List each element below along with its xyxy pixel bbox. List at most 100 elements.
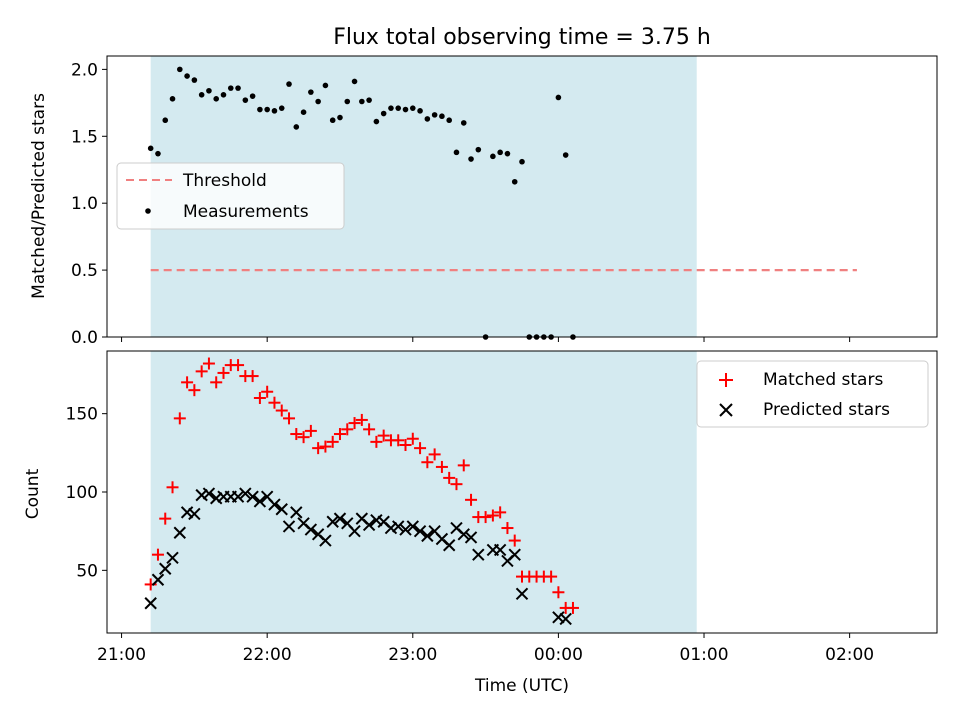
matched-star-point (377, 429, 390, 442)
legend-measurements-label: Measurements (183, 202, 309, 222)
measurement-point (315, 98, 321, 105)
matched-star-point (428, 448, 441, 461)
predicted-star-point (333, 512, 347, 525)
matched-star-point (297, 431, 310, 444)
top-panel: 0.00.51.01.52.0 Matched/Predicted stars … (29, 55, 938, 348)
predicted-star-point (370, 513, 383, 527)
predicted-star-point (304, 523, 318, 536)
matched-star-point (304, 424, 317, 437)
measurement-point (227, 85, 234, 91)
measurement-point (300, 109, 307, 115)
predicted-star-point (552, 611, 565, 624)
bottom-axes-frame (106, 350, 938, 634)
matched-star-point (486, 509, 499, 522)
measurement-point (249, 93, 256, 99)
measurement-point (439, 113, 445, 120)
predicted-star-point (392, 520, 405, 533)
matched-stars-points (144, 357, 579, 614)
top-legend: Threshold Measurements (116, 162, 345, 230)
measurement-point (286, 81, 292, 87)
predicted-star-point (406, 520, 419, 533)
legend-matched-swatch (719, 373, 733, 387)
predicted-star-point (348, 524, 361, 538)
predicted-star-point (188, 507, 201, 521)
y-tick-label: 0.0 (71, 328, 98, 348)
legend-measurements-swatch (145, 208, 151, 214)
y-tick-label: 1.0 (71, 194, 98, 214)
measurement-point (293, 124, 300, 130)
matched-star-point (232, 359, 245, 372)
matched-star-point (406, 432, 419, 445)
predicted-star-point (275, 503, 288, 516)
predicted-star-point (173, 526, 187, 539)
matched-star-point (290, 428, 303, 441)
matched-star-point (566, 601, 579, 614)
predicted-star-point (290, 506, 303, 519)
predicted-star-point (151, 573, 165, 586)
measurement-point (490, 153, 496, 160)
matched-star-point (399, 439, 412, 451)
x-tick-label: 01:00 (680, 645, 729, 665)
measurement-point (417, 108, 423, 114)
top-legend-box (116, 162, 345, 230)
top-axes-frame (106, 55, 938, 338)
bottom-x-axis-ticks: 21:00 22:00 23:00 00:00 01:00 02:00 (97, 633, 874, 665)
measurement-point (475, 146, 482, 153)
measurement-point (555, 94, 562, 101)
matched-star-point (217, 366, 230, 379)
predicted-star-point (399, 523, 412, 536)
measurement-point (388, 105, 394, 111)
measurement-point (366, 97, 372, 103)
measurement-point (424, 116, 431, 122)
predicted-star-point (508, 548, 521, 561)
matched-star-point (166, 481, 179, 494)
measurement-point (264, 106, 270, 113)
matched-star-point (421, 456, 434, 469)
matched-star-point (355, 413, 368, 426)
matched-star-point (319, 440, 332, 453)
matched-star-point (508, 534, 521, 547)
measurement-point (468, 156, 474, 162)
measurement-point (155, 150, 161, 157)
matched-star-point (151, 548, 164, 561)
matched-star-point (312, 442, 325, 455)
measurement-point (278, 105, 285, 111)
legend-predicted-swatch (719, 403, 733, 417)
measurement-point (359, 98, 365, 105)
predicted-star-point (231, 490, 245, 503)
measurement-point (169, 96, 176, 102)
matched-star-point (159, 512, 172, 525)
matched-star-point (363, 423, 376, 436)
predicted-star-point (515, 587, 529, 601)
predicted-star-point (180, 506, 194, 519)
measurement-point (373, 118, 380, 125)
matched-star-point (501, 522, 514, 535)
measurement-point (380, 110, 387, 117)
x-tick-label: 02:00 (825, 645, 874, 665)
predicted-star-point (195, 488, 208, 502)
bottom-y-axis-label: Count (23, 468, 43, 519)
predicted-star-point (559, 612, 572, 626)
measurement-point (184, 73, 190, 79)
measurement-points (147, 66, 576, 340)
matched-star-point (173, 412, 186, 425)
matched-star-point (370, 435, 383, 448)
predicted-star-point (457, 528, 470, 541)
top-y-axis-ticks: 0.0 0.5 1.0 1.5 2.0 (71, 60, 107, 348)
y-tick-label: 2.0 (71, 60, 98, 80)
predicted-star-point (464, 531, 478, 544)
measurement-point (235, 85, 241, 91)
predicted-stars-points (144, 487, 572, 626)
predicted-star-point (472, 548, 485, 561)
top-x-axis-ticks (121, 337, 851, 342)
matched-star-point (341, 423, 354, 436)
predicted-star-point (268, 498, 281, 511)
matched-star-point (465, 493, 478, 506)
measurement-point (337, 114, 343, 121)
bottom-legend-box (696, 360, 929, 428)
matched-star-point (545, 570, 558, 583)
chart-title: Flux total observing time = 3.75 h (333, 25, 711, 50)
y-tick-label: 50 (76, 561, 98, 581)
matched-star-point (392, 434, 405, 447)
